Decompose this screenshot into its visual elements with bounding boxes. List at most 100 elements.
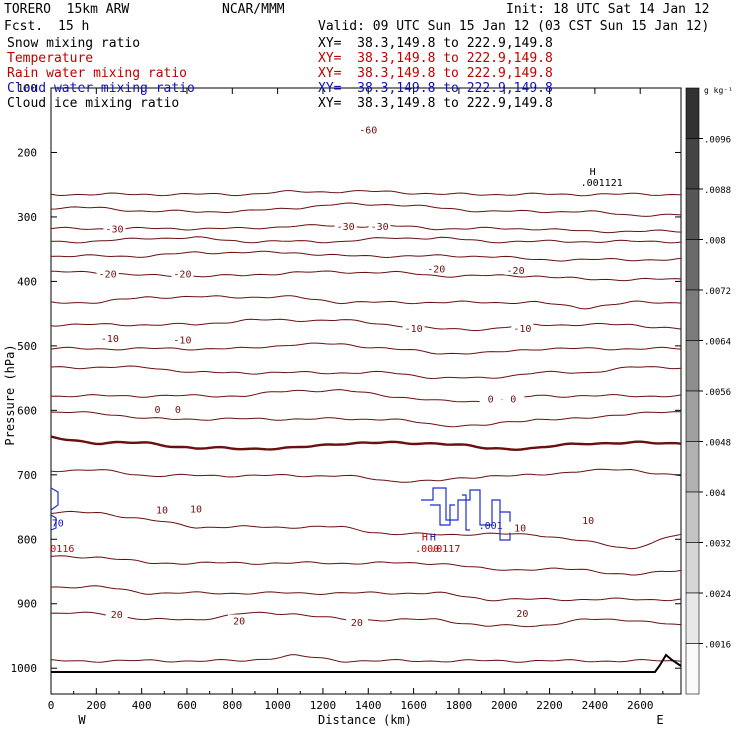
x-tick-label: 600 xyxy=(177,699,197,712)
colorbar-segment xyxy=(685,542,700,594)
contour-label: 20 xyxy=(516,609,528,620)
colorbar-tick-label: .004 xyxy=(704,489,726,499)
colorbar-segment xyxy=(685,592,700,644)
model-title: TORERO 15km ARW xyxy=(4,2,130,17)
field-name: Temperature xyxy=(7,51,94,66)
contour-label: -30 xyxy=(371,222,389,233)
x-tick-label: 1400 xyxy=(355,699,382,712)
contour-label: -20 xyxy=(507,266,525,277)
y-tick-label: 800 xyxy=(17,533,37,546)
contour-labels: -60 -30 -30 -30 -20 -20 -20 -20 -10 -10 -10 -10 0 0 0 0… xyxy=(96,123,600,629)
x-tick-label: 1600 xyxy=(400,699,427,712)
temperature-contour-line xyxy=(50,250,682,262)
contour-label: -10 xyxy=(173,335,191,346)
contour-label: -20 xyxy=(427,265,445,276)
contour-label: 0 xyxy=(510,395,516,406)
init-time: Init: 18 UTC Sat 14 Jan 12 xyxy=(506,2,710,17)
contour-label-bg xyxy=(425,262,448,274)
colorbar-tick-label: .0088 xyxy=(704,186,731,196)
x-tick-label: 1800 xyxy=(446,699,473,712)
colorbar-segment xyxy=(685,239,700,291)
annotation-label: .0117 xyxy=(430,544,460,555)
contour-label-bg xyxy=(105,608,128,620)
contour-label-bg xyxy=(511,321,534,333)
cloud-water-contour xyxy=(50,487,59,511)
terrain-line xyxy=(51,653,682,673)
y-tick-label: 1000 xyxy=(11,662,38,675)
contour-label-bg xyxy=(509,521,532,533)
contour-label-bg xyxy=(511,606,534,618)
colorbar: .0096 .0088 .008 .0072 .0064 .0056 .0048 .004 .0… xyxy=(685,87,731,695)
field-name: Cloud water mixing ratio xyxy=(7,81,195,96)
contour-label-bg xyxy=(146,403,169,415)
temperature-contour-line xyxy=(50,654,682,663)
temperature-contour-line xyxy=(50,202,682,217)
colorbar-tick-label: .0032 xyxy=(704,540,731,550)
colorbar-segment xyxy=(685,441,700,493)
temperature-contour-line xyxy=(50,224,682,234)
field-xy: XY= 38.3,149.8 to 222.9,149.8 xyxy=(318,81,553,96)
cloud-water-contour xyxy=(462,494,470,531)
contour-label: -30 xyxy=(337,222,355,233)
temperature-contour-line xyxy=(50,295,682,310)
west-label: W xyxy=(78,713,86,727)
y-tick-label: 200 xyxy=(17,146,37,159)
temperature-contour-line xyxy=(50,585,682,602)
contour-label-bg xyxy=(103,222,126,234)
colorbar-segment xyxy=(685,390,700,442)
contour-label-bg xyxy=(577,513,600,525)
contour-label: -30 xyxy=(105,225,123,236)
contour-label: -10 xyxy=(101,334,119,345)
temperature-contours xyxy=(50,190,682,663)
colorbar-segment xyxy=(685,188,700,240)
contour-label-bg xyxy=(171,333,194,345)
contour-label: 20 xyxy=(233,617,245,628)
cloud-water-contour xyxy=(430,504,455,526)
x-tick-label: 0 xyxy=(48,699,55,712)
field-xy: XY= 38.3,149.8 to 222.9,149.8 xyxy=(318,36,553,51)
temperature-contour-line xyxy=(50,468,682,483)
east-label: E xyxy=(656,713,663,727)
y-tick-label: 700 xyxy=(17,469,37,482)
contour-label-bg xyxy=(185,502,208,514)
x-tick-label: 400 xyxy=(132,699,152,712)
field-xy: XY= 38.3,149.8 to 222.9,149.8 xyxy=(318,51,553,66)
contour-label: -60 xyxy=(359,125,377,136)
contour-label-bg xyxy=(402,321,425,333)
colorbar-tick-label: .008 xyxy=(704,237,726,247)
contour-label: 0 xyxy=(154,405,160,416)
y-tick-label: 500 xyxy=(17,340,37,353)
colorbar-segment xyxy=(685,289,700,341)
contour-label-bg xyxy=(98,332,121,344)
colorbar-tick-label: .0016 xyxy=(704,641,731,651)
cloud-water-contours xyxy=(50,487,511,541)
colorbar-segment xyxy=(685,138,700,190)
contour-label-bg xyxy=(479,392,502,404)
temperature-contour-line xyxy=(51,411,682,428)
contour-label: -10 xyxy=(405,324,423,335)
cloud-water-contour xyxy=(421,487,511,541)
contour-label: 10 xyxy=(582,516,594,527)
annotation-label: H xyxy=(590,167,596,178)
contour-label: -10 xyxy=(513,324,531,335)
colorbar-tick-label: .0056 xyxy=(704,388,731,398)
annotation-label: 70 xyxy=(52,518,64,529)
annotation-label: H xyxy=(422,533,428,544)
forecast-value: 15 h xyxy=(58,19,90,34)
y-tick-label: 100 xyxy=(17,82,37,95)
contour-label: 10 xyxy=(156,506,168,517)
contour-label-bg xyxy=(368,219,391,231)
colorbar-segment xyxy=(685,643,700,695)
temperature-contour-line xyxy=(50,236,682,244)
annotation-label: .001 xyxy=(479,521,503,532)
annotation-label: .001121 xyxy=(581,178,623,189)
x-tick-label: 2000 xyxy=(491,699,518,712)
contour-label: 10 xyxy=(190,504,202,515)
contour-label: 0 xyxy=(175,405,181,416)
x-tick-label: 2200 xyxy=(536,699,563,712)
temperature-contour-line xyxy=(50,318,682,332)
y-axis-title: Pressure (hPa) xyxy=(3,344,17,445)
contour-label: 10 xyxy=(514,524,526,535)
x-axis-title: Distance (km) xyxy=(318,713,412,727)
